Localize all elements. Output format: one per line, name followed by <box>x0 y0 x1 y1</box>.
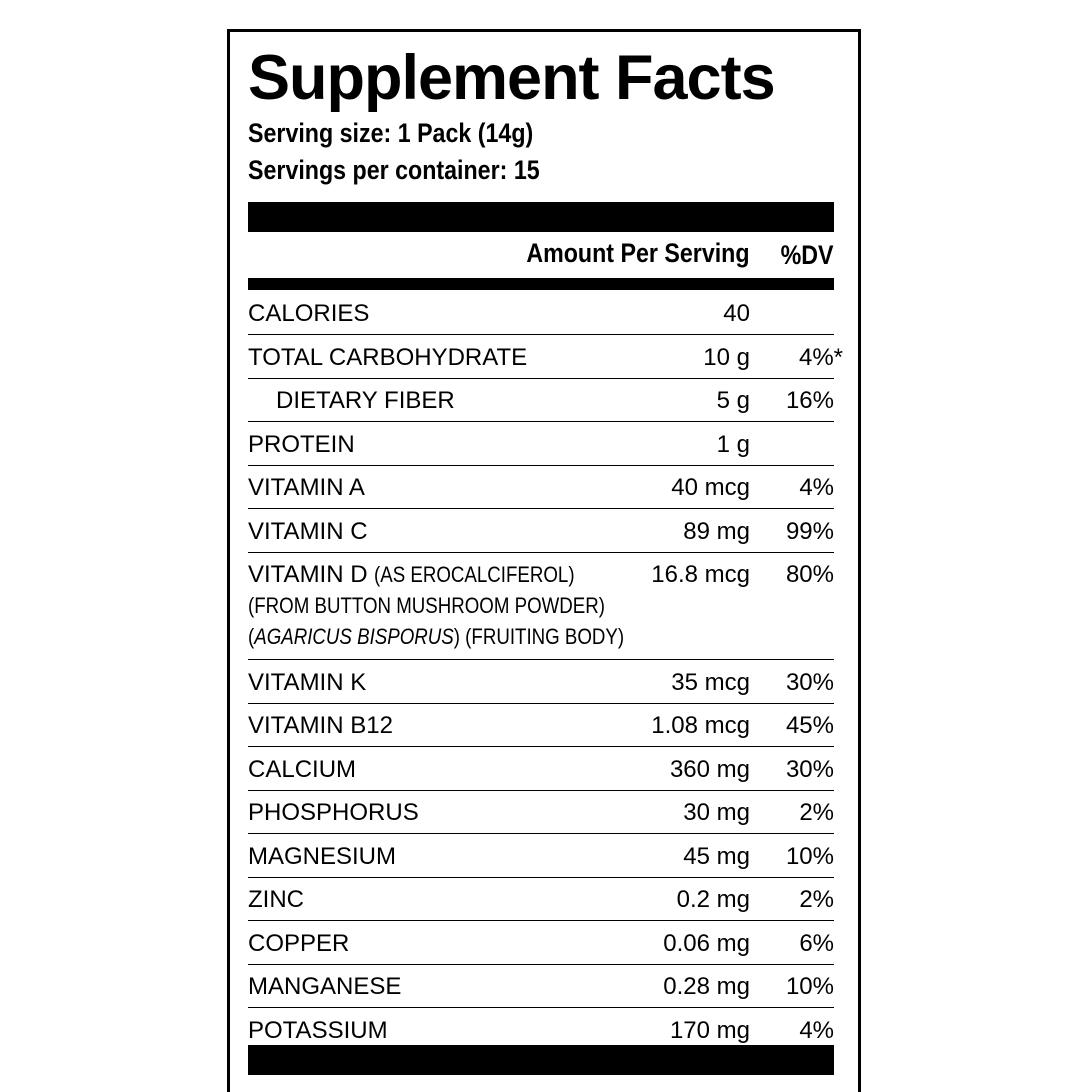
nutrient-name-text: VITAMIN D <box>248 561 368 588</box>
daily-value: 4% <box>799 474 834 501</box>
amount: 1 g <box>716 430 750 458</box>
daily-value: 45% <box>785 712 834 739</box>
amount: 40 <box>723 300 750 327</box>
nutrient-row: VITAMIN B12 1.08 mcg 45% <box>248 704 834 747</box>
nutrient-name-text: VITAMIN K <box>248 668 367 696</box>
nutrient-row: COPPER 0.06 mg 6% <box>248 922 834 965</box>
nutrient-row: VITAMIN A 40 mcg 4% <box>248 466 834 509</box>
nutrient-row: VITAMIN C 89 mg 99% <box>248 510 834 553</box>
nutrient-name-text: MANGANESE <box>248 973 402 1000</box>
amount: 0.06 mg <box>663 929 750 957</box>
nutrient-row: PHOSPHORUS 30 mg 2% <box>248 791 834 834</box>
nutrient-name: PROTEIN <box>248 431 355 459</box>
nutrient-name: TOTAL CARBOHYDRATE <box>248 344 527 372</box>
nutrient-name-text: DIETARY FIBER <box>276 387 455 414</box>
nutrient-name: CALORIES <box>248 300 369 328</box>
thick-bar <box>248 278 834 290</box>
nutrient-name-text: PHOSPHORUS <box>248 799 419 826</box>
nutrient-row: CALCIUM 360 mg 30% <box>248 748 834 791</box>
nutrient-row: POTASSIUM 170 mg 4% <box>248 1009 834 1051</box>
nutrient-name: VITAMIN K <box>248 669 366 697</box>
nutrient-name: VITAMIN C <box>248 518 368 546</box>
daily-value: 10% <box>785 973 834 1000</box>
nutrient-row: TOTAL CARBOHYDRATE 10 g 4%* <box>248 336 843 379</box>
servings: Servings per container: 15 <box>248 155 587 186</box>
serving-size: Serving size: 1 Pack (14g) <box>248 118 580 149</box>
nutrient-name: DIETARY FIBER <box>276 387 455 415</box>
daily-value: 99% <box>785 517 834 545</box>
bottom-bar <box>248 1045 834 1075</box>
serving-size-label: Serving size: <box>248 118 392 148</box>
daily-value: 4%* <box>798 343 843 371</box>
nutrient-name: COPPER <box>248 930 349 958</box>
serving-size-value: 1 Pack (14g) <box>397 118 534 148</box>
nutrient-name-text: VITAMIN C <box>248 517 368 545</box>
nutrient-name-text: COPPER <box>248 929 350 957</box>
daily-value: 30% <box>785 668 834 696</box>
nutrient-row: MAGNESIUM 45 mg 10% <box>248 835 834 878</box>
amount: 360 mg <box>669 755 750 783</box>
note-line: (FROM BUTTON MUSHROOM POWDER) <box>248 593 605 619</box>
nutrient-name-text: CALCIUM <box>248 755 357 783</box>
amount: 0.28 mg <box>663 973 750 1000</box>
servings-label: Servings per container: <box>248 155 508 185</box>
nutrient-name-text: PROTEIN <box>248 430 355 458</box>
nutrient-row: DIETARY FIBER 5 g 16% <box>248 379 834 422</box>
nutrient-row: MANGANESE 0.28 mg 10% <box>248 965 834 1008</box>
nutrient-name-text: VITAMIN B12 <box>248 712 393 739</box>
nutrient-name-text: VITAMIN A <box>248 474 365 501</box>
amount: 45 mg <box>683 842 750 870</box>
nutrient-row: VITAMIN K 35 mcg 30% <box>248 661 834 704</box>
nutrient-name: ZINC <box>248 886 304 914</box>
note-text: ( <box>248 624 255 649</box>
nutrient-name-text: MAGNESIUM <box>248 842 397 870</box>
amount: 16.8 mcg <box>651 561 750 588</box>
amount: 1.08 mcg <box>651 712 750 739</box>
nutrient-row: ZINC 0.2 mg 2% <box>248 878 834 921</box>
daily-value: 10% <box>785 842 834 870</box>
nutrient-row: CALORIES 40 <box>248 292 834 335</box>
nutrient-name: POTASSIUM <box>248 1017 388 1045</box>
amount: 40 mcg <box>671 474 750 501</box>
nutrient-row: VITAMIN D (AS EROCALCIFEROL) (FROM BUTTON… <box>248 553 834 660</box>
daily-value: 16% <box>785 387 834 414</box>
amount: 30 mg <box>683 799 750 826</box>
nutrient-name: VITAMIN D (AS EROCALCIFEROL) <box>248 561 610 589</box>
nutrient-name: VITAMIN B12 <box>248 712 393 740</box>
column-header: %DV <box>781 240 834 270</box>
daily-value: 4% <box>799 1016 834 1044</box>
nutrient-name-text: ZINC <box>248 886 304 913</box>
nutrient-name: VITAMIN A <box>248 474 365 502</box>
column-header: Amount Per Serving <box>526 238 750 268</box>
amount: 5 g <box>716 387 750 414</box>
nutrient-name: CALCIUM <box>248 756 356 784</box>
servings-value: 15 <box>513 155 540 185</box>
amount: 10 g <box>703 343 750 371</box>
nutrient-row: PROTEIN 1 g <box>248 423 834 466</box>
nutrient-name-text: TOTAL CARBOHYDRATE <box>248 343 528 371</box>
daily-value: 80% <box>785 561 834 588</box>
amount: 89 mg <box>683 517 750 545</box>
nutrient-name: MAGNESIUM <box>248 843 396 871</box>
daily-value: 2% <box>799 886 834 913</box>
note-line: (AGARICUS BISPORUS) (FRUITING BODY) <box>248 624 624 650</box>
nutrient-name: PHOSPHORUS <box>248 799 419 827</box>
note-text: AGARICUS BISPORUS <box>254 624 454 649</box>
amount: 170 mg <box>669 1016 750 1044</box>
amount: 0.2 mg <box>676 886 750 913</box>
note-text: (FROM BUTTON MUSHROOM POWDER) <box>248 593 606 618</box>
nutrient-note: (AS EROCALCIFEROL) <box>374 562 575 587</box>
daily-value: 30% <box>785 755 834 783</box>
nutrient-name-text: CALORIES <box>248 300 370 327</box>
top-bar <box>248 202 834 232</box>
amount: 35 mcg <box>671 668 750 696</box>
nutrient-name: MANGANESE <box>248 973 401 1001</box>
title: Supplement Facts <box>248 43 776 113</box>
note-text: ) (FRUITING BODY) <box>453 624 625 649</box>
daily-value: 2% <box>799 799 834 826</box>
nutrient-name-text: POTASSIUM <box>248 1016 388 1044</box>
label-border <box>227 29 861 1092</box>
daily-value: 6% <box>799 929 834 957</box>
